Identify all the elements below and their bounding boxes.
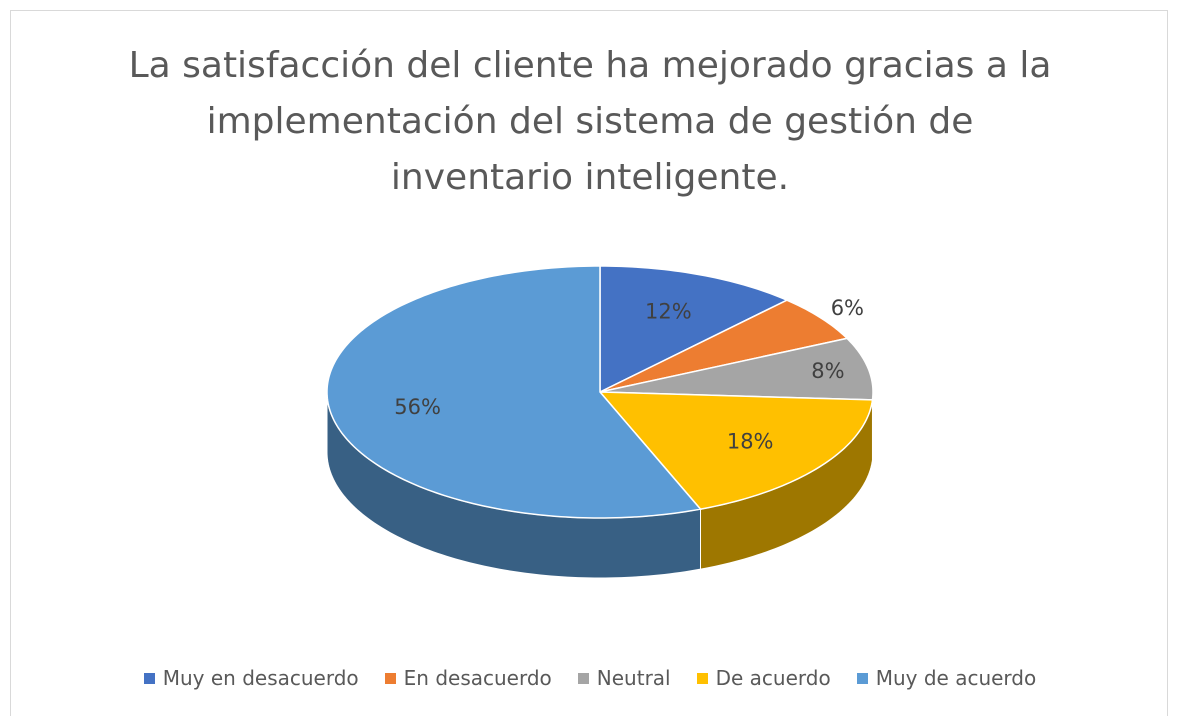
data-label: 12%	[645, 299, 692, 323]
legend: Muy en desacuerdo En desacuerdo Neutral De …	[0, 666, 1180, 690]
pie-slice	[598, 391, 874, 510]
legend-label: De acuerdo	[715, 666, 831, 690]
data-label: 6%	[831, 296, 864, 320]
legend-item: Muy en desacuerdo	[143, 666, 359, 690]
pie-slice	[599, 265, 789, 394]
legend-item: En desacuerdo	[384, 666, 552, 690]
legend-swatch	[696, 672, 708, 684]
legend-label: Muy de acuerdo	[875, 666, 1037, 690]
legend-swatch	[577, 672, 589, 684]
data-label: 56%	[394, 395, 441, 419]
pie-slice	[599, 299, 849, 393]
legend-item: Neutral	[577, 666, 671, 690]
chart-frame	[10, 10, 1168, 716]
legend-label: Neutral	[596, 666, 671, 690]
legend-item: De acuerdo	[696, 666, 831, 690]
legend-swatch	[856, 672, 868, 684]
legend-label: Muy en desacuerdo	[162, 666, 359, 690]
data-label: 8%	[811, 359, 844, 383]
legend-label: En desacuerdo	[403, 666, 552, 690]
pie-slice	[326, 265, 702, 519]
data-label: 18%	[727, 429, 774, 453]
legend-swatch	[384, 672, 396, 684]
chart-title: La satisfacción del cliente ha mejorado …	[128, 45, 1052, 198]
legend-swatch	[143, 672, 155, 684]
legend-item: Muy de acuerdo	[856, 666, 1037, 690]
pie-slice	[599, 337, 874, 401]
